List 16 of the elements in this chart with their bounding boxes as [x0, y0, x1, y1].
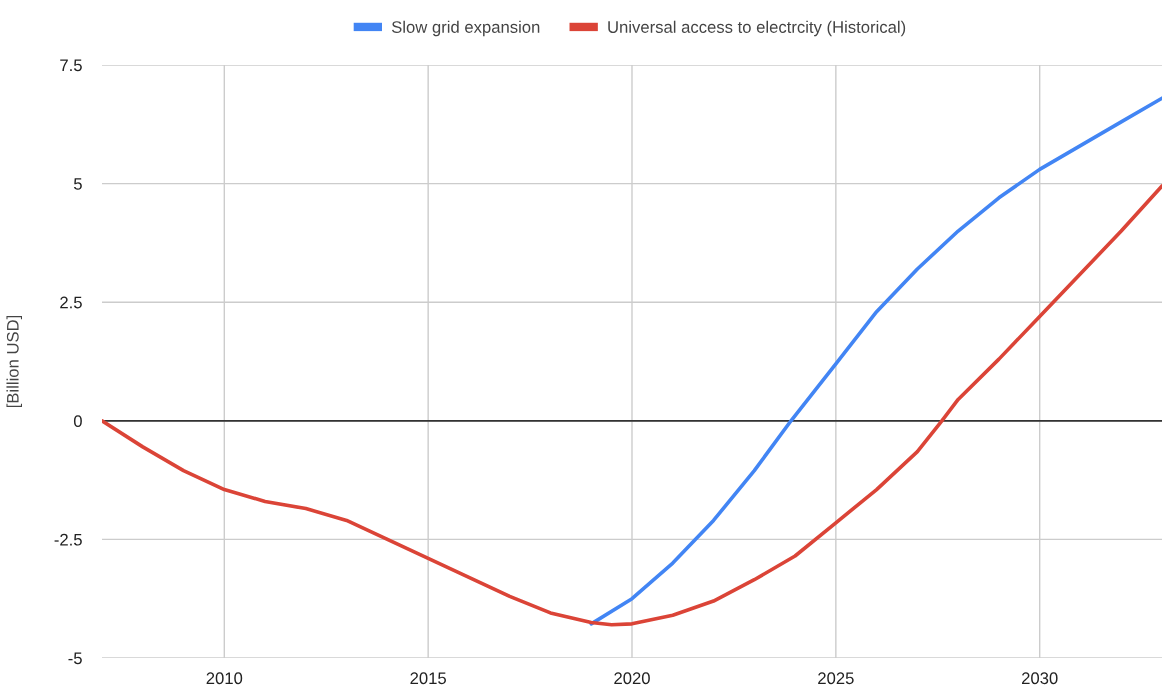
x-tick-label: 2015	[410, 672, 446, 685]
line-series	[102, 184, 1162, 627]
y-tick-label: -2.5	[54, 533, 82, 546]
y-tick-label: -5	[68, 652, 82, 665]
y-axis-title: [Billion USD]	[6, 315, 22, 408]
y-tick-label: 0	[73, 415, 82, 427]
y-tick-label: 2.5	[60, 296, 82, 309]
y-tick-label: 5	[73, 178, 82, 190]
x-tick-label: 2025	[818, 672, 854, 685]
x-tick-label: 2010	[206, 672, 243, 685]
x-tick-label: 2020	[614, 672, 650, 685]
legend-label: Universal access to electrcity (Historical)	[608, 20, 906, 37]
legend-label: Slow grid expansion	[391, 20, 540, 37]
y-tick-label: 7.5	[60, 59, 82, 72]
x-tick-label: 2030	[1021, 672, 1058, 685]
line-series	[589, 96, 1162, 626]
